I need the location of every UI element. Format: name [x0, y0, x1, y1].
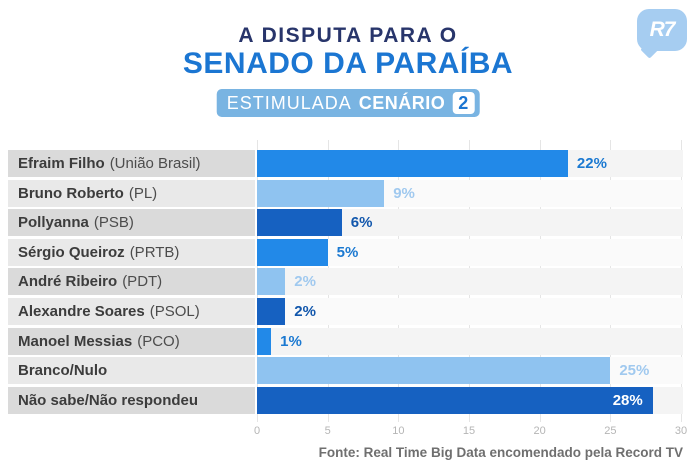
result-bar — [257, 327, 272, 355]
result-bar — [257, 238, 328, 266]
candidate-label: Pollyanna (PSB) — [8, 209, 255, 237]
row-background-band — [257, 327, 683, 355]
result-value: 22% — [576, 155, 607, 172]
candidate-name: Branco/Nulo — [18, 362, 108, 380]
badge-scenario-number: 2 — [452, 92, 475, 114]
r7-logo-text: R7 — [649, 18, 676, 41]
badge-label-estimulada: ESTIMULADA — [226, 92, 352, 113]
candidate-name: Pollyanna — [18, 214, 89, 232]
source-credit: Fonte: Real Time Big Data encomendado pe… — [318, 445, 683, 460]
x-tick-label: 30 — [674, 425, 688, 437]
candidate-party: (União Brasil) — [109, 155, 201, 172]
candidate-label: Sérgio Queiroz (PRTB) — [8, 238, 255, 266]
x-tick-label: 5 — [324, 425, 331, 437]
candidate-label: Alexandre Soares (PSOL) — [8, 298, 255, 325]
candidate-name: Bruno Roberto — [18, 184, 124, 202]
result-value: 25% — [619, 362, 650, 380]
r7-logo: R7 — [637, 9, 687, 51]
page-title-line2: SENADO DA PARAÍBA — [182, 47, 514, 80]
candidate-party: (PSB) — [93, 214, 134, 232]
candidate-name: Efraim Filho — [18, 155, 105, 172]
candidate-party: (PCO) — [137, 332, 180, 350]
badge-label-cenario: CENÁRIO — [358, 92, 446, 113]
row-background-band — [257, 298, 683, 325]
result-bar — [257, 268, 286, 296]
scenario-badge: ESTIMULADA CENÁRIO 2 — [216, 89, 480, 117]
result-value: 2% — [294, 273, 316, 291]
candidate-label: André Ribeiro (PDT) — [8, 268, 255, 296]
x-tick-label: 20 — [533, 425, 546, 437]
row-background-band — [257, 268, 683, 296]
result-bar — [257, 209, 342, 237]
result-bar — [257, 357, 611, 385]
result-value: 1% — [280, 332, 302, 350]
result-value: 2% — [294, 303, 316, 320]
result-bar — [257, 386, 653, 414]
candidate-name: Manoel Messias — [18, 332, 133, 350]
page-title-line1: A DISPUTA PARA O — [238, 24, 458, 47]
candidate-label: Manoel Messias (PCO) — [8, 327, 255, 355]
result-value: 6% — [350, 214, 373, 232]
candidate-party: (PSOL) — [149, 303, 200, 320]
candidate-party: (PL) — [128, 184, 158, 202]
candidate-label: Efraim Filho (União Brasil) — [8, 150, 255, 177]
candidate-name: Alexandre Soares — [18, 303, 145, 320]
candidate-name: André Ribeiro — [18, 273, 118, 291]
candidate-label: Branco/Nulo — [8, 357, 255, 385]
result-value: 9% — [393, 184, 415, 202]
candidate-party: (PRTB) — [129, 243, 180, 261]
result-bar — [257, 298, 286, 325]
result-value: 28% — [612, 391, 643, 409]
x-tick-label: 15 — [462, 425, 476, 437]
result-bar — [257, 179, 385, 207]
row-background-band — [257, 238, 683, 266]
result-bar — [257, 150, 568, 177]
candidate-label: Bruno Roberto (PL) — [8, 179, 255, 207]
x-tick-label: 10 — [392, 425, 405, 437]
candidate-name: Sérgio Queiroz — [18, 243, 125, 261]
candidate-party: (PDT) — [122, 273, 163, 291]
candidate-label: Não sabe/Não respondeu — [8, 386, 255, 414]
candidate-name: Não sabe/Não respondeu — [18, 391, 199, 409]
x-tick-label: 0 — [253, 425, 261, 437]
result-value: 5% — [336, 243, 359, 261]
x-tick-label: 25 — [604, 425, 617, 437]
